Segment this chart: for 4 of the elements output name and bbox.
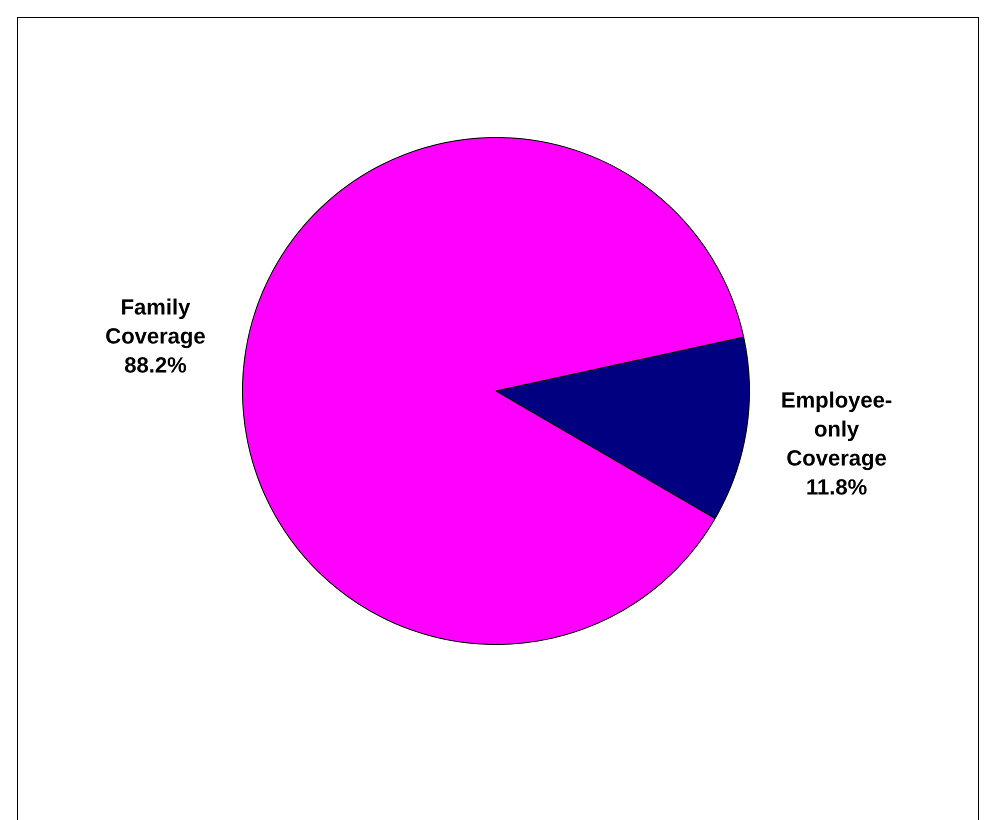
slice-label: Employee-only Coverage bbox=[780, 387, 892, 470]
data-label: 88.2% bbox=[124, 352, 187, 378]
slice-label: Family Coverage bbox=[105, 294, 206, 348]
data-label: 11.8% bbox=[806, 474, 868, 500]
